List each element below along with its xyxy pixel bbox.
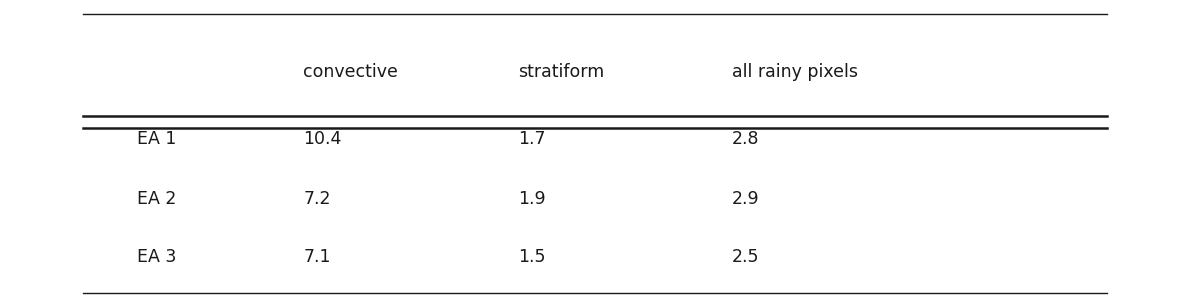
Text: EA 1: EA 1 [137,130,176,148]
Text: 1.7: 1.7 [518,130,545,148]
Text: 7.2: 7.2 [303,190,331,208]
Text: 1.9: 1.9 [518,190,545,208]
Text: all rainy pixels: all rainy pixels [732,63,858,81]
Text: 2.9: 2.9 [732,190,759,208]
Text: 7.1: 7.1 [303,248,331,266]
Text: EA 3: EA 3 [137,248,176,266]
Text: stratiform: stratiform [518,63,603,81]
Text: 2.8: 2.8 [732,130,759,148]
Text: EA 2: EA 2 [137,190,176,208]
Text: 1.5: 1.5 [518,248,545,266]
Text: convective: convective [303,63,399,81]
Text: 2.5: 2.5 [732,248,759,266]
Text: 10.4: 10.4 [303,130,342,148]
